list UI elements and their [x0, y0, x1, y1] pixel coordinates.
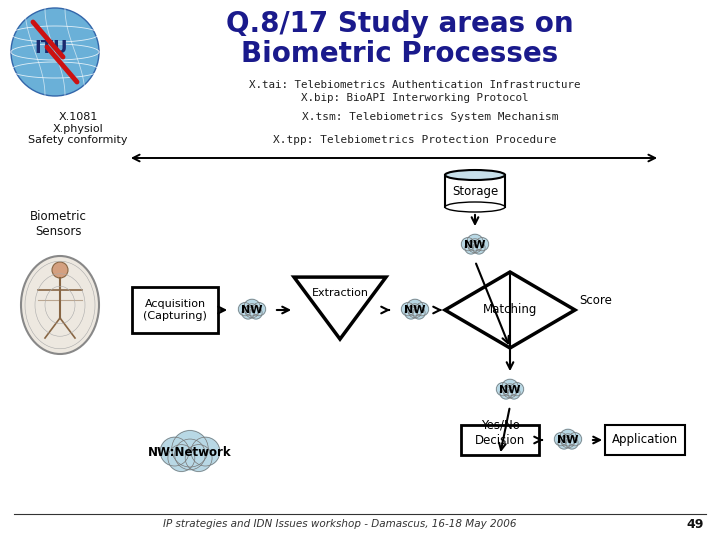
- Text: 49: 49: [686, 517, 703, 530]
- Text: IP strategies and IDN Issues workshop - Damascus, 16-18 May 2006: IP strategies and IDN Issues workshop - …: [163, 519, 517, 529]
- Circle shape: [554, 433, 567, 446]
- Text: Score: Score: [579, 294, 612, 307]
- Text: X.tai: Telebiometrics Authentication Infrastructure: X.tai: Telebiometrics Authentication Inf…: [249, 80, 581, 90]
- Text: Extraction: Extraction: [312, 288, 369, 298]
- Circle shape: [161, 437, 189, 466]
- Circle shape: [415, 302, 428, 316]
- Circle shape: [172, 430, 208, 467]
- Circle shape: [401, 302, 415, 316]
- Text: NW: NW: [464, 240, 486, 250]
- FancyBboxPatch shape: [461, 425, 539, 455]
- Circle shape: [500, 387, 512, 399]
- Circle shape: [462, 238, 474, 251]
- Text: X.tpp: Telebiometrics Protection Procedure: X.tpp: Telebiometrics Protection Procedu…: [274, 135, 557, 145]
- Circle shape: [175, 439, 205, 470]
- Text: X.tsm: Telebiometrics System Mechanism: X.tsm: Telebiometrics System Mechanism: [302, 112, 558, 122]
- Circle shape: [468, 239, 482, 253]
- Text: X.bip: BioAPI Interworking Protocol: X.bip: BioAPI Interworking Protocol: [301, 93, 528, 103]
- Circle shape: [168, 444, 195, 471]
- Circle shape: [496, 383, 510, 396]
- Circle shape: [405, 307, 417, 319]
- Text: Decision: Decision: [475, 434, 525, 447]
- Text: X.1081
X.physiol
Safety conformity: X.1081 X.physiol Safety conformity: [28, 112, 127, 145]
- FancyBboxPatch shape: [445, 175, 505, 207]
- Text: Yes/No: Yes/No: [480, 419, 519, 432]
- Circle shape: [407, 299, 423, 316]
- Circle shape: [473, 242, 485, 254]
- Circle shape: [250, 307, 262, 319]
- Text: Biometric
Sensors: Biometric Sensors: [30, 210, 86, 238]
- Circle shape: [465, 242, 477, 254]
- FancyBboxPatch shape: [132, 287, 218, 333]
- Text: Acquisition
(Capturing): Acquisition (Capturing): [143, 299, 207, 321]
- Text: Biometric Processes: Biometric Processes: [241, 40, 559, 68]
- Circle shape: [558, 437, 570, 449]
- Circle shape: [245, 304, 259, 318]
- Circle shape: [566, 437, 578, 449]
- Circle shape: [475, 238, 489, 251]
- Circle shape: [408, 304, 422, 318]
- Text: NW: NW: [557, 435, 579, 445]
- Circle shape: [243, 299, 261, 316]
- Polygon shape: [294, 277, 386, 339]
- Text: Storage: Storage: [452, 185, 498, 198]
- Text: ITU: ITU: [35, 39, 68, 57]
- Ellipse shape: [11, 8, 99, 96]
- Circle shape: [508, 387, 520, 399]
- Ellipse shape: [445, 202, 505, 212]
- Circle shape: [569, 433, 582, 446]
- Circle shape: [559, 429, 577, 446]
- Circle shape: [253, 302, 266, 316]
- Text: Matching: Matching: [483, 303, 537, 316]
- Circle shape: [561, 434, 575, 448]
- Ellipse shape: [21, 256, 99, 354]
- Circle shape: [185, 444, 212, 471]
- Circle shape: [502, 379, 518, 396]
- Text: Application: Application: [612, 434, 678, 447]
- Circle shape: [52, 262, 68, 278]
- FancyBboxPatch shape: [605, 425, 685, 455]
- Circle shape: [413, 307, 425, 319]
- Text: NW: NW: [241, 305, 263, 315]
- Circle shape: [503, 384, 517, 398]
- Text: NW: NW: [404, 305, 426, 315]
- Ellipse shape: [445, 170, 505, 180]
- Circle shape: [242, 307, 254, 319]
- Circle shape: [467, 234, 483, 251]
- Circle shape: [238, 302, 251, 316]
- Text: NW:Network: NW:Network: [148, 447, 232, 460]
- Polygon shape: [445, 272, 575, 348]
- Text: NW: NW: [499, 385, 521, 395]
- Circle shape: [510, 383, 523, 396]
- Circle shape: [191, 437, 220, 466]
- Text: Q.8/17 Study areas on: Q.8/17 Study areas on: [226, 10, 574, 38]
